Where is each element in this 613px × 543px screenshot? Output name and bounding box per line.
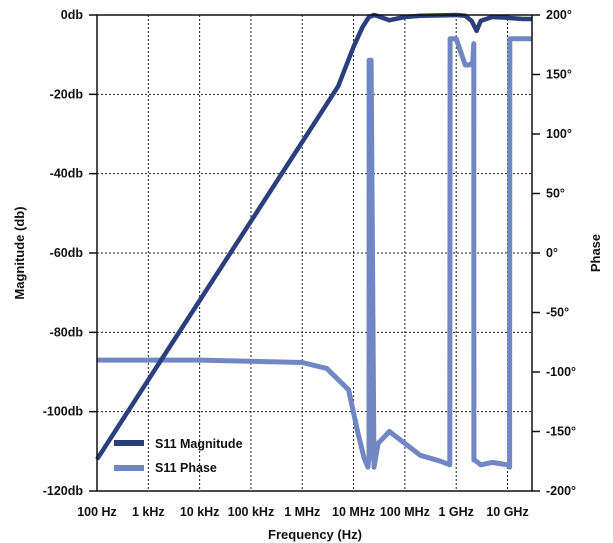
x-tick-label: 10 kHz <box>180 505 220 519</box>
x-tick-label: 1 GHz <box>438 505 473 519</box>
grid <box>96 14 532 492</box>
y-tick-label: -40db <box>50 167 84 181</box>
y2-tick-label: 200° <box>546 8 572 22</box>
y-tick-label: -60db <box>50 246 84 260</box>
y2-tick-label: -200° <box>546 484 576 498</box>
y2-tick-label: 100° <box>546 127 572 141</box>
y2-tick-label: 150° <box>546 68 572 82</box>
legend-label-phase: S11 Phase <box>155 461 217 475</box>
y-axis-title: Magnitude (db) <box>12 206 27 299</box>
x-tick-label: 1 kHz <box>132 505 165 519</box>
series-line-phase <box>97 36 532 470</box>
x-tick-label: 100 kHz <box>228 505 275 519</box>
x-axis-title: Frequency (Hz) <box>268 527 362 542</box>
y2-axis-title: Phase <box>588 234 603 272</box>
x-tick-label: 100 Hz <box>77 505 117 519</box>
y2-tick-label: 50° <box>546 187 565 201</box>
legend-swatch-magnitude <box>114 440 144 446</box>
y-tick-label: -20db <box>50 87 84 101</box>
y2-tick-label: -100° <box>546 365 576 379</box>
x-tick-label: 10 MHz <box>332 505 375 519</box>
y2-tick-label: 0° <box>546 246 558 260</box>
y-tick-label: 0db <box>61 8 84 22</box>
y-tick-label: -120db <box>43 484 84 498</box>
x-tick-label: 10 GHz <box>486 505 528 519</box>
tick-labels: 100 Hz 1 kHz 10 kHz 100 kHz 1 MHz 10 MHz 100 M… <box>43 8 576 519</box>
y2-tick-label: -150° <box>546 425 576 439</box>
y-tick-label: -80db <box>50 325 84 339</box>
y-tick-label: -100db <box>43 405 84 419</box>
series-layer <box>95 12 532 470</box>
legend: S11 Magnitude S11 Phase <box>114 437 243 475</box>
x-tick-label: 1 MHz <box>284 505 320 519</box>
legend-label-magnitude: S11 Magnitude <box>155 437 243 451</box>
x-tick-label: 100 MHz <box>380 505 430 519</box>
legend-swatch-phase <box>114 465 144 471</box>
series-line-magnitude <box>95 12 532 461</box>
y2-tick-label: -50° <box>546 306 569 320</box>
